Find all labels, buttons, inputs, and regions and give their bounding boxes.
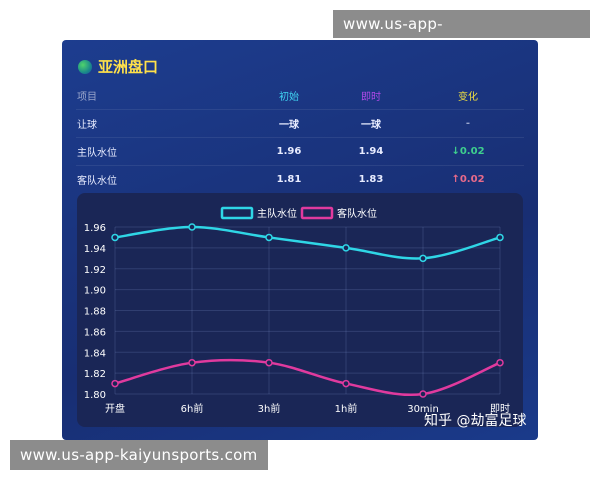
row-live: 1.83: [358, 174, 384, 185]
table-row: 让球 一球 一球 -: [76, 109, 524, 138]
row-live: 1.94: [330, 137, 412, 166]
data-point: [188, 223, 196, 231]
y-tick-label: 1.90: [84, 286, 106, 297]
y-tick-label: 1.86: [84, 327, 106, 338]
credit-watermark: 知乎 @劫富足球: [424, 413, 527, 429]
table-header: 项目 初始 即时 变化: [76, 82, 524, 110]
asian-handicap-card: 亚洲盘口 项目 初始 即时 变化 让球 一球 一球 - 主队水位 1.96 1.…: [62, 40, 538, 440]
legend-swatch: [300, 206, 334, 220]
row-change: ↓0.02: [412, 137, 524, 166]
table-row: 主队水位 1.96 1.94 ↓0.02: [76, 137, 524, 166]
x-tick-label: 1h前: [335, 402, 358, 415]
data-point: [419, 254, 427, 263]
legend-label: 主队水位: [257, 207, 297, 220]
line-chart: 1.80 1.82 1.84 1.86 1.88 1.90 1.92 1.94 1.96 开盘 6h…: [84, 206, 510, 415]
row-item: 客队水位: [77, 176, 117, 187]
header-change: 变化: [412, 82, 524, 110]
data-point: [342, 244, 350, 252]
series-line-2: [114, 358, 501, 396]
data-point: [188, 358, 196, 367]
y-tick-label: 1.88: [84, 307, 106, 318]
globe-icon: [78, 59, 92, 74]
row-change: ↑0.02: [451, 174, 485, 185]
y-tick-label: 1.82: [84, 369, 106, 380]
x-tick-label: 3h前: [258, 402, 281, 415]
data-point: [111, 379, 119, 388]
y-tick-label: 1.92: [84, 265, 106, 276]
x-tick-label: 即时: [490, 403, 510, 415]
watermark-banner-top: www.us-app-kaiyunsports.com: [333, 10, 590, 61]
data-point: [496, 358, 504, 367]
y-tick-label: 1.94: [84, 244, 106, 255]
row-initial: 1.81: [276, 174, 302, 185]
header-live: 即时: [330, 82, 412, 110]
card-title-text: 亚洲盘口: [98, 58, 159, 76]
series-line-1: [114, 225, 501, 260]
watermark-banner-bottom: www.us-app-kaiyunsports.com: [10, 440, 268, 470]
table-row: 客队水位 1.81 1.83 ↑0.02: [76, 166, 524, 194]
data-point: [265, 233, 273, 242]
chart-panel: 1.80 1.82 1.84 1.86 1.88 1.90 1.92 1.94 1.96 开盘 6h…: [77, 193, 523, 427]
x-tick-label: 开盘: [105, 402, 125, 415]
legend-label: 客队水位: [337, 207, 377, 220]
card-title: 亚洲盘口: [78, 56, 158, 77]
row-item: 让球: [76, 109, 248, 138]
x-tick-label: 6h前: [181, 402, 204, 415]
data-point: [496, 233, 504, 242]
row-item: 主队水位: [76, 137, 248, 166]
data-point: [419, 390, 427, 398]
row-live: 一球: [330, 109, 412, 138]
y-tick-label: 1.96: [84, 223, 106, 234]
odds-table: 项目 初始 即时 变化 让球 一球 一球 - 主队水位 1.96 1.94 ↓0…: [76, 82, 524, 193]
row-change: -: [412, 109, 524, 138]
data-point: [111, 233, 119, 242]
y-tick-label: 1.80: [84, 390, 106, 401]
row-initial: 1.96: [248, 137, 330, 166]
y-tick-label: 1.84: [84, 348, 106, 359]
row-initial: 一球: [248, 109, 330, 138]
legend-swatch: [220, 206, 254, 220]
data-point: [342, 379, 350, 388]
x-tick-label: 30min: [407, 404, 439, 415]
header-initial: 初始: [248, 82, 330, 110]
data-point: [265, 358, 273, 367]
header-item: 项目: [76, 82, 248, 110]
